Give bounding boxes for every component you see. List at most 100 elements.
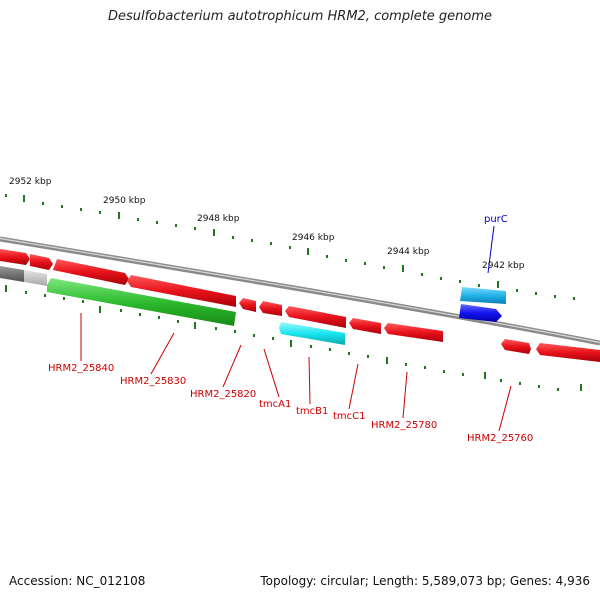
gene-arrow[interactable] bbox=[285, 306, 346, 328]
tick-mark bbox=[554, 295, 556, 298]
tick-mark bbox=[232, 236, 234, 239]
genome-summary-text: Topology: circular; Length: 5,589,073 bp… bbox=[260, 574, 590, 588]
tick-mark bbox=[538, 385, 540, 388]
leader-line bbox=[263, 348, 280, 398]
tick-mark bbox=[5, 285, 7, 292]
gene-arrow[interactable] bbox=[24, 270, 47, 286]
gene-arrow[interactable] bbox=[30, 254, 53, 270]
scale-labels: 2952 kbp 2950 kbp 2948 kbp 2946 kbp 2944… bbox=[9, 177, 525, 271]
tick-mark bbox=[120, 309, 122, 312]
tick-mark bbox=[329, 348, 331, 351]
scale-label: 2948 kbp bbox=[197, 214, 240, 224]
gene-track-upper bbox=[0, 249, 443, 342]
gene-label[interactable]: tmcC1 bbox=[333, 411, 366, 422]
tick-mark bbox=[364, 262, 366, 265]
tick-mark bbox=[42, 202, 44, 205]
gene-label[interactable]: HRM2_25780 bbox=[371, 420, 437, 431]
tick-mark bbox=[383, 266, 385, 269]
tick-mark bbox=[440, 277, 442, 280]
gene-arrow[interactable] bbox=[384, 323, 443, 342]
gene-arrow[interactable] bbox=[127, 275, 236, 307]
tick-mark bbox=[139, 313, 141, 316]
tick-mark bbox=[424, 366, 426, 369]
tick-mark bbox=[44, 294, 46, 297]
leader-line bbox=[402, 371, 408, 419]
tick-mark bbox=[99, 211, 101, 214]
tick-mark bbox=[272, 337, 274, 340]
gene-label[interactable]: HRM2_25820 bbox=[190, 389, 256, 400]
gene-label[interactable]: HRM2_25830 bbox=[120, 376, 186, 387]
tick-mark bbox=[326, 255, 328, 258]
tick-mark bbox=[177, 320, 179, 323]
tick-mark bbox=[215, 327, 217, 330]
tick-mark bbox=[405, 363, 407, 366]
tick-mark bbox=[462, 373, 464, 376]
tick-mark bbox=[386, 357, 388, 364]
gene-arrow-green[interactable] bbox=[47, 278, 236, 326]
gene-arrow[interactable] bbox=[0, 249, 30, 265]
tick-mark bbox=[158, 316, 160, 319]
tick-mark bbox=[535, 292, 537, 295]
tick-mark bbox=[5, 194, 7, 197]
tick-mark bbox=[484, 372, 486, 379]
gene-arrow[interactable] bbox=[53, 259, 129, 285]
gene-label[interactable]: HRM2_25840 bbox=[48, 363, 114, 374]
gene-arrow[interactable] bbox=[259, 301, 282, 316]
genome-title: Desulfobacterium autotrophicum HRM2, com… bbox=[107, 9, 493, 24]
tick-mark bbox=[118, 212, 120, 219]
tick-mark bbox=[348, 352, 350, 355]
gene-arrow[interactable] bbox=[349, 318, 381, 334]
tick-mark bbox=[234, 330, 236, 333]
leader-line bbox=[150, 332, 175, 375]
tick-mark bbox=[345, 259, 347, 262]
tick-mark bbox=[156, 221, 158, 224]
tick-mark bbox=[290, 340, 292, 347]
tick-mark bbox=[519, 382, 521, 385]
leader-line bbox=[222, 344, 242, 388]
tick-mark bbox=[289, 246, 291, 249]
leader-line bbox=[487, 225, 495, 274]
inner-tick-track bbox=[5, 285, 582, 391]
tick-mark bbox=[61, 205, 63, 208]
gene-label[interactable]: tmcB1 bbox=[296, 406, 328, 417]
tick-mark bbox=[99, 306, 101, 313]
tick-mark bbox=[194, 227, 196, 230]
tick-mark bbox=[82, 300, 84, 303]
gene-label[interactable]: purC bbox=[484, 214, 508, 225]
tick-mark bbox=[580, 384, 582, 391]
scale-label: 2950 kbp bbox=[103, 196, 146, 206]
gene-arrow[interactable] bbox=[0, 266, 24, 282]
gene-label[interactable]: HRM2_25760 bbox=[467, 433, 533, 444]
tick-mark bbox=[213, 229, 215, 236]
gene-arrow[interactable] bbox=[239, 298, 256, 312]
tick-mark bbox=[497, 281, 499, 288]
tick-mark bbox=[25, 291, 27, 294]
gene-arrow-blue[interactable] bbox=[459, 304, 502, 322]
tick-mark bbox=[557, 388, 559, 391]
tick-mark bbox=[253, 334, 255, 337]
tick-mark bbox=[421, 273, 423, 276]
tick-mark bbox=[478, 284, 480, 287]
genome-backbone bbox=[0, 236, 600, 346]
leader-lines bbox=[80, 225, 512, 432]
tick-mark bbox=[63, 297, 65, 300]
gene-arrow[interactable] bbox=[501, 339, 531, 354]
scale-label: 2942 kbp bbox=[482, 261, 525, 271]
tick-mark bbox=[270, 242, 272, 245]
tick-mark bbox=[251, 239, 253, 242]
tick-mark bbox=[500, 379, 502, 382]
tick-mark bbox=[443, 370, 445, 373]
partial-genes-left bbox=[0, 266, 47, 286]
gene-track-lower-right bbox=[501, 339, 600, 362]
gene-arrow[interactable] bbox=[536, 343, 600, 362]
scale-label: 2952 kbp bbox=[9, 177, 52, 187]
leader-line bbox=[348, 363, 359, 410]
tick-mark bbox=[402, 265, 404, 272]
gene-arrow-lightblue[interactable] bbox=[460, 287, 506, 304]
gene-arrow-cyan[interactable] bbox=[279, 322, 345, 345]
tick-mark bbox=[194, 322, 196, 329]
accession-text: Accession: NC_012108 bbox=[9, 574, 146, 588]
gene-label[interactable]: tmcA1 bbox=[259, 399, 291, 410]
tick-mark bbox=[307, 248, 309, 255]
